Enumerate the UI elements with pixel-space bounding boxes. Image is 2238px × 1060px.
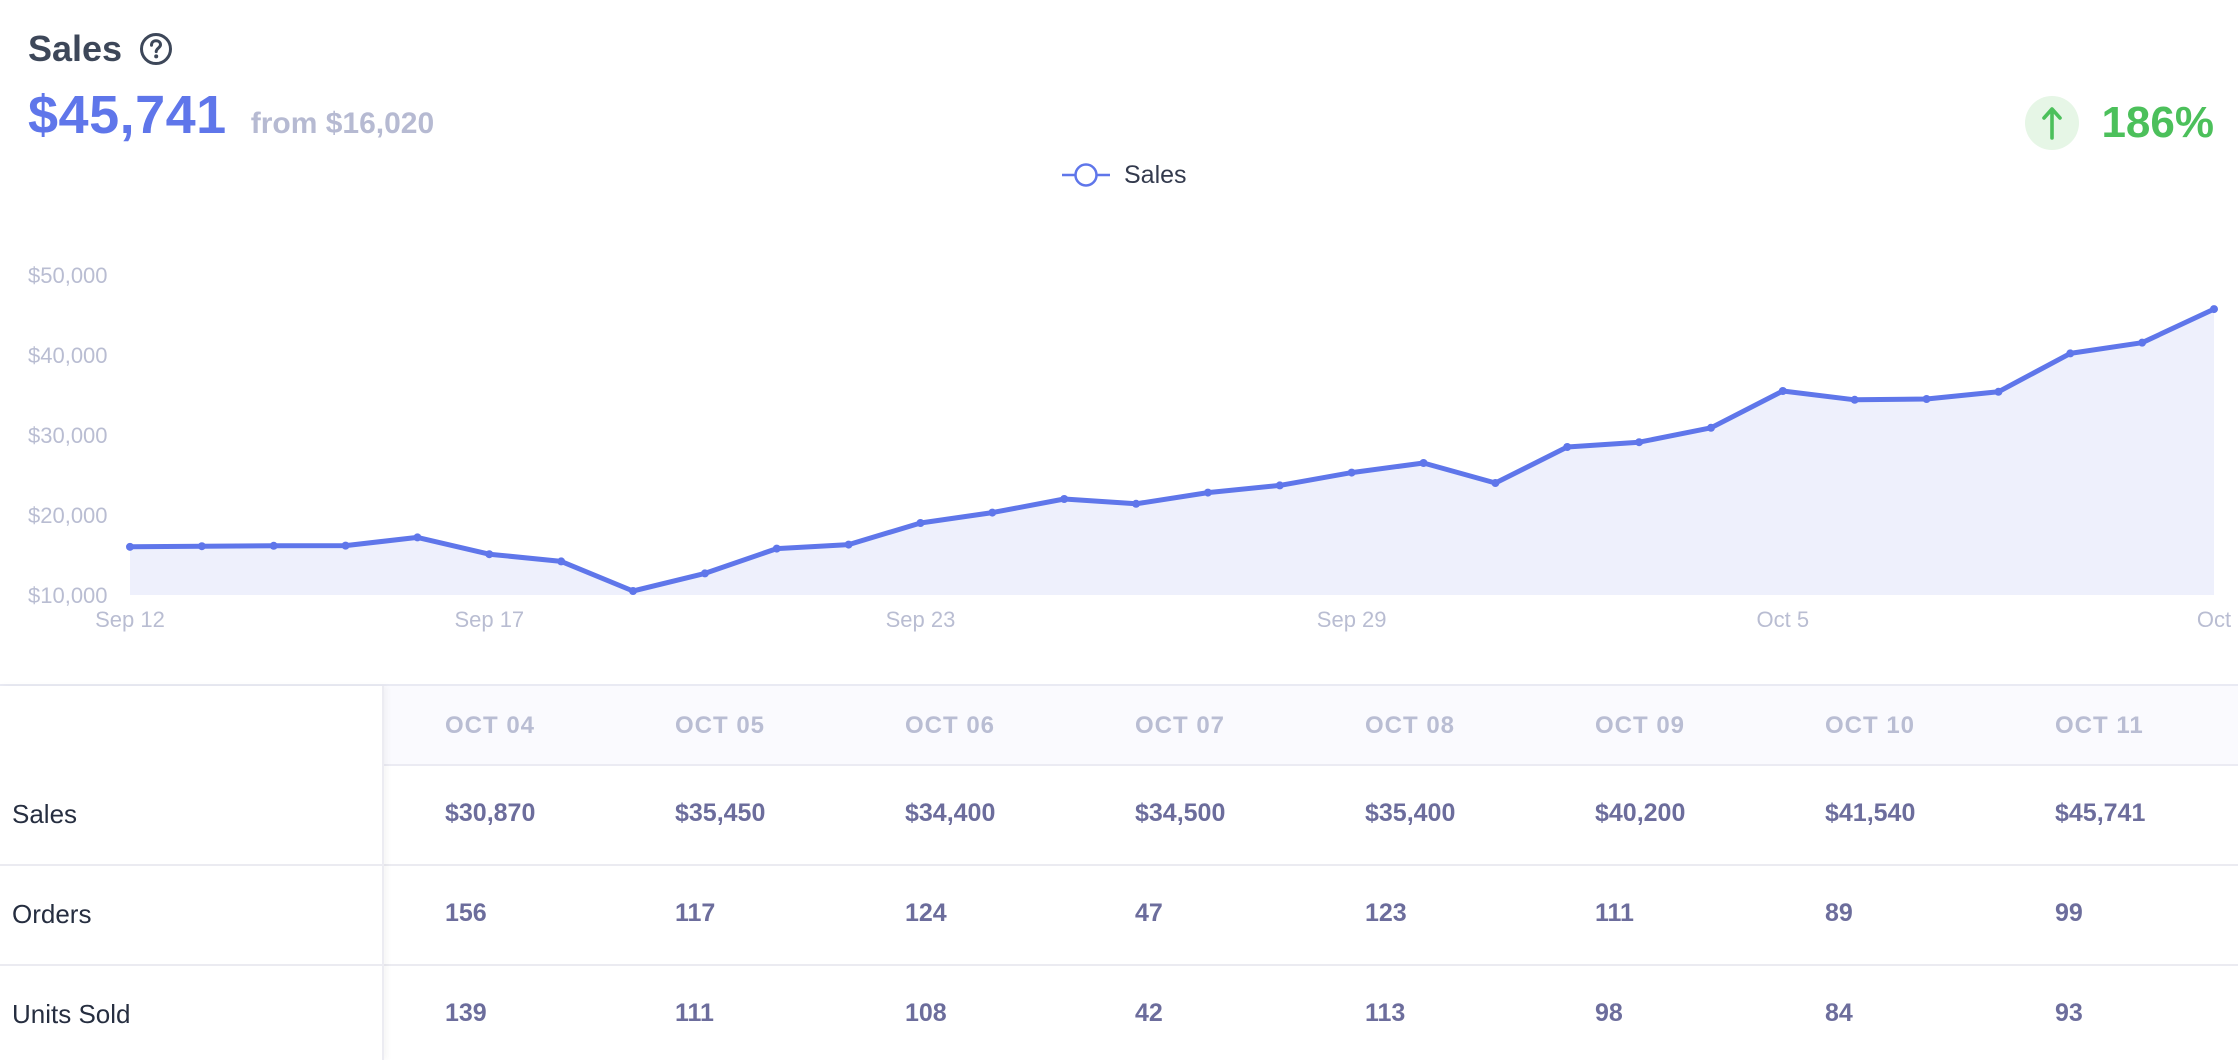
page-title: Sales [28, 28, 123, 69]
data-point [2210, 305, 2218, 314]
data-point [844, 540, 853, 549]
data-point [557, 557, 566, 566]
chart-legend[interactable]: Sales [1060, 160, 1187, 190]
row-divider [0, 964, 382, 966]
row-label: Orders [12, 899, 92, 929]
x-tick-label: Sep 17 [454, 607, 524, 632]
table-cell: $41,540 [1825, 799, 1916, 827]
table-cell: 93 [2055, 999, 2083, 1027]
data-point [1491, 479, 1500, 487]
data-point [1563, 443, 1572, 451]
data-point [197, 542, 206, 551]
data-point [1706, 423, 1715, 432]
table-cell: 84 [1825, 999, 1853, 1027]
value-row: $45,741 from $16,020 [28, 84, 434, 146]
column-header: OCT 07 [1135, 712, 1226, 739]
column-header: OCT 11 [2055, 712, 2144, 739]
data-point [988, 508, 997, 517]
table-cell: 108 [905, 999, 947, 1027]
data-point [485, 550, 494, 559]
row-label: Sales [12, 799, 78, 829]
row-divider [0, 864, 382, 866]
x-tick-label: Sep 12 [95, 607, 165, 632]
table-cell: 113 [1365, 999, 1406, 1027]
table-cell: 123 [1365, 899, 1407, 927]
total-sales-value: $45,741 [28, 85, 227, 145]
title-row: Sales [28, 28, 174, 70]
table-cell: $35,450 [675, 799, 766, 827]
row-divider [0, 964, 2238, 966]
trend-badge [2025, 96, 2080, 150]
table-cell: 89 [1825, 899, 1853, 927]
table-cell: $35,400 [1365, 799, 1456, 827]
data-point [1203, 488, 1212, 497]
y-tick-label: $10,000 [28, 583, 108, 608]
legend-marker-icon [1062, 163, 1110, 187]
table-cell: 117 [675, 899, 716, 927]
data-point [2138, 338, 2147, 347]
sales-chart: $10,000 $20,000 $30,000 $40,000 $50,000 Sep 1… [28, 263, 2231, 632]
sales-area [130, 309, 2214, 595]
y-tick-label: $50,000 [28, 263, 108, 288]
data-point [1347, 468, 1356, 477]
data-point [1778, 387, 1787, 395]
data-point [772, 544, 781, 553]
x-tick-label: Oct 5 [1757, 607, 1810, 632]
data-point [126, 542, 134, 551]
column-header: OCT 04 [445, 712, 536, 739]
data-point [700, 569, 709, 578]
previous-value: from $16,020 [250, 107, 435, 140]
change-indicator: 186% [2025, 96, 2214, 150]
table-cell: 42 [1135, 999, 1163, 1027]
data-point [1060, 495, 1069, 503]
data-point [269, 541, 278, 550]
y-tick-label: $20,000 [28, 503, 108, 528]
x-tick-label: Oct [2197, 607, 2231, 632]
row-label-column: Sales Orders Units Sold [0, 686, 384, 1060]
column-header: OCT 08 [1365, 712, 1456, 739]
table-cell: $45,741 [2055, 799, 2146, 827]
arrow-up-icon [2042, 107, 2063, 140]
row-divider [0, 864, 2238, 866]
question-circle-icon[interactable] [138, 31, 174, 67]
data-point [2066, 349, 2075, 358]
data-table: Sales Orders Units Sold OCT 04 OCT 05 OCT 06… [0, 684, 2238, 1060]
table-cell: 99 [2055, 899, 2083, 927]
column-header: OCT 05 [675, 712, 766, 739]
table-cell: $34,500 [1135, 799, 1226, 827]
y-tick-label: $40,000 [28, 343, 108, 368]
table-cell: 47 [1135, 899, 1163, 927]
table-cell: 139 [445, 999, 487, 1027]
data-point [1635, 438, 1644, 447]
table-cell: $34,400 [905, 799, 996, 827]
y-tick-label: $30,000 [28, 423, 108, 448]
data-point [1275, 481, 1284, 490]
table-cell: 124 [905, 899, 947, 927]
data-point [1922, 395, 1931, 403]
sales-line [129, 306, 2216, 594]
column-header: OCT 10 [1825, 712, 1916, 739]
table-cell: $40,200 [1595, 799, 1686, 827]
data-point [1419, 459, 1428, 467]
data-point [413, 533, 422, 542]
column-header: OCT 09 [1595, 712, 1686, 739]
data-point [916, 519, 925, 527]
data-point [341, 541, 350, 550]
column-header: OCT 06 [905, 712, 996, 739]
data-point [1850, 395, 1859, 404]
table-cell: 98 [1595, 999, 1623, 1027]
table-cell: 156 [445, 899, 487, 927]
data-point [629, 587, 638, 595]
x-tick-label: Sep 23 [886, 607, 956, 632]
row-label: Units Sold [12, 999, 131, 1029]
table-cell: $30,870 [445, 799, 536, 827]
x-tick-label: Sep 29 [1317, 607, 1387, 632]
table-cell: 111 [675, 999, 714, 1027]
data-point [1994, 387, 2003, 396]
table-cell: 111 [1595, 899, 1634, 927]
change-percent: 186% [2101, 98, 2214, 147]
data-point [1132, 499, 1141, 508]
legend-label-sales: Sales [1124, 160, 1187, 189]
